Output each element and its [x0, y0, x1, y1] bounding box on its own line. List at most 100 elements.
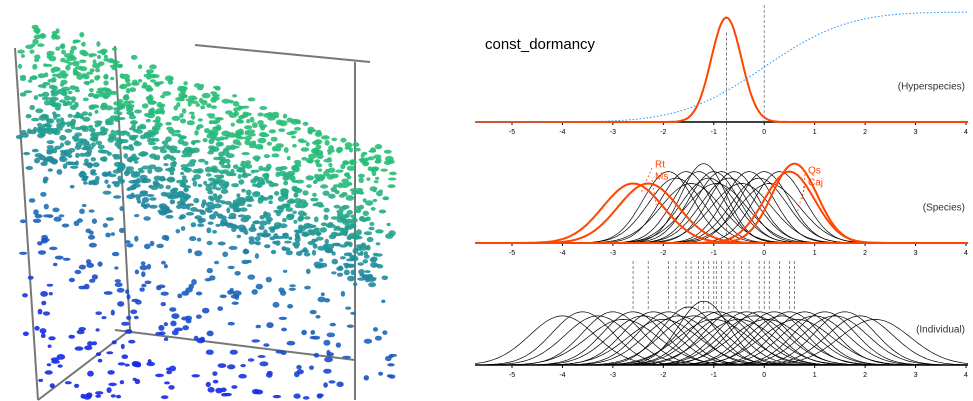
- render-dot: [158, 184, 164, 189]
- render-dot: [214, 86, 221, 91]
- render-dot: [264, 244, 271, 249]
- render-dot: [118, 104, 126, 110]
- render-dot: [51, 32, 58, 38]
- render-dot: [331, 251, 336, 256]
- render-dot: [312, 140, 320, 145]
- render-dot: [42, 311, 51, 316]
- render-dot: [210, 168, 220, 173]
- render-dot: [57, 364, 63, 368]
- render-dot: [133, 160, 139, 164]
- render-dot: [382, 330, 388, 335]
- render-dot: [335, 169, 344, 173]
- render-dot: [333, 226, 338, 231]
- render-dot: [183, 146, 193, 153]
- render-dot: [35, 28, 40, 35]
- x-tick-label: 0: [762, 250, 766, 257]
- render-dot: [141, 177, 146, 183]
- render-dot: [141, 165, 150, 170]
- render-dot: [165, 121, 172, 126]
- render-dot: [297, 210, 306, 216]
- render-dot: [312, 179, 318, 185]
- render-dot: [166, 367, 171, 371]
- render-dot: [78, 171, 87, 178]
- render-dot: [62, 101, 68, 107]
- label-leader: [802, 173, 806, 200]
- render-dot: [40, 131, 46, 137]
- render-dot: [282, 175, 290, 181]
- density-curve: [475, 319, 968, 366]
- render-dot: [210, 196, 215, 202]
- render-dot: [90, 172, 98, 176]
- render-dot: [37, 241, 43, 246]
- render-dot: [50, 127, 58, 133]
- render-dot: [150, 185, 159, 191]
- render-dot: [47, 344, 52, 348]
- render-dot: [200, 99, 208, 106]
- render-dot: [17, 63, 23, 69]
- render-dot: [357, 262, 364, 266]
- render-dot: [131, 120, 137, 126]
- render-dot: [205, 201, 215, 208]
- render-dot: [320, 175, 326, 180]
- render-dot: [68, 277, 75, 283]
- render-dot: [25, 114, 32, 119]
- render-dot: [81, 177, 88, 182]
- render-dot: [239, 162, 249, 167]
- render-dot: [37, 73, 46, 79]
- render-dot: [88, 92, 95, 96]
- render-dot: [340, 163, 346, 170]
- render-dot: [212, 230, 217, 234]
- render-dot: [185, 194, 192, 199]
- render-dot: [312, 228, 319, 234]
- render-dot: [202, 138, 208, 143]
- render-dot: [176, 204, 182, 209]
- render-dot: [169, 307, 177, 312]
- render-dot: [385, 355, 392, 362]
- render-dot: [74, 145, 82, 150]
- render-dot: [37, 43, 45, 47]
- render-dot: [56, 118, 61, 124]
- render-dot: [88, 230, 94, 235]
- render-dot: [372, 198, 378, 203]
- x-tick-label: 4: [964, 250, 968, 257]
- render-dot: [359, 215, 366, 222]
- render-dot: [95, 394, 102, 398]
- render-dot: [312, 335, 321, 340]
- render-dot: [186, 204, 191, 210]
- x-tick-label: 0: [762, 129, 766, 136]
- render-dot: [274, 191, 280, 196]
- render-dot: [179, 113, 184, 118]
- render-dot: [206, 240, 213, 246]
- render-dot: [106, 387, 112, 393]
- render-dot: [52, 66, 60, 72]
- render-dot: [191, 177, 196, 182]
- render-dot: [375, 242, 381, 246]
- render-dot: [103, 73, 109, 80]
- x-tick-label: -3: [610, 250, 616, 257]
- render-dot: [130, 309, 138, 315]
- render-dot: [71, 135, 80, 141]
- render-dot: [164, 381, 170, 385]
- render-dot: [191, 279, 197, 285]
- render-dot: [272, 394, 282, 399]
- render-dot: [38, 378, 44, 382]
- render-dot: [272, 183, 279, 187]
- render-dot: [53, 216, 62, 222]
- render-dot: [255, 241, 261, 246]
- label-leader: [651, 179, 657, 206]
- render-dot: [246, 118, 251, 124]
- render-dot: [320, 292, 325, 297]
- render-dot: [313, 352, 320, 358]
- render-dot: [97, 144, 105, 150]
- render-dot: [215, 187, 222, 191]
- render-dot: [56, 169, 63, 175]
- render-dot: [306, 184, 312, 189]
- render-dot: [328, 162, 333, 168]
- render-dot: [371, 170, 377, 177]
- render-dot: [196, 124, 204, 129]
- render-dot: [87, 234, 96, 240]
- render-dot: [213, 195, 221, 201]
- render-dot: [188, 95, 197, 99]
- render-dot: [319, 227, 327, 233]
- render-dot: [160, 395, 169, 400]
